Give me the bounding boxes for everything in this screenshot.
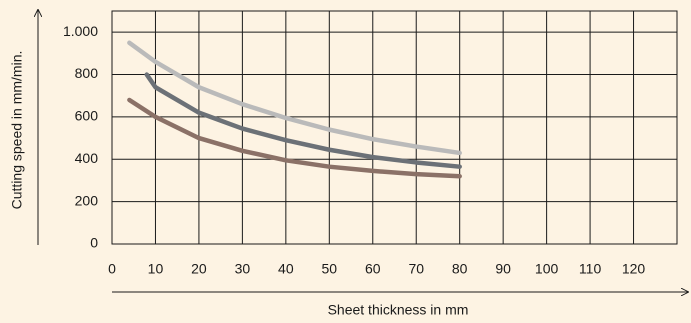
x-tick-label: 80: [452, 261, 468, 277]
x-axis-label: Sheet thickness in mm: [328, 302, 469, 318]
x-tick-label: 0: [108, 261, 116, 277]
series-line: [127, 97, 462, 179]
y-tick-label: 0: [90, 235, 98, 251]
x-tick-label: 10: [148, 261, 164, 277]
x-tick-label: 70: [408, 261, 424, 277]
x-tick-label: 40: [278, 261, 294, 277]
series-line: [144, 72, 462, 169]
x-tick-label: 90: [495, 261, 511, 277]
y-tick-label: 600: [75, 108, 99, 124]
y-axis-label: Cutting speed in mm/min.: [9, 51, 25, 210]
x-tick-label: 100: [535, 261, 559, 277]
x-tick-label: 60: [365, 261, 381, 277]
series-line: [127, 40, 462, 156]
plot-frame: [111, 10, 678, 245]
x-tick-label: 120: [622, 261, 646, 277]
x-tick-label: 50: [322, 261, 338, 277]
x-tick-label: 110: [579, 261, 602, 277]
y-tick-label: 800: [75, 65, 99, 81]
y-tick-label: 200: [75, 192, 99, 208]
y-tick-label: 1.000: [63, 23, 98, 39]
y-tick-label: 400: [75, 150, 99, 166]
x-tick-label: 20: [191, 261, 207, 277]
x-tick-label: 30: [235, 261, 251, 277]
